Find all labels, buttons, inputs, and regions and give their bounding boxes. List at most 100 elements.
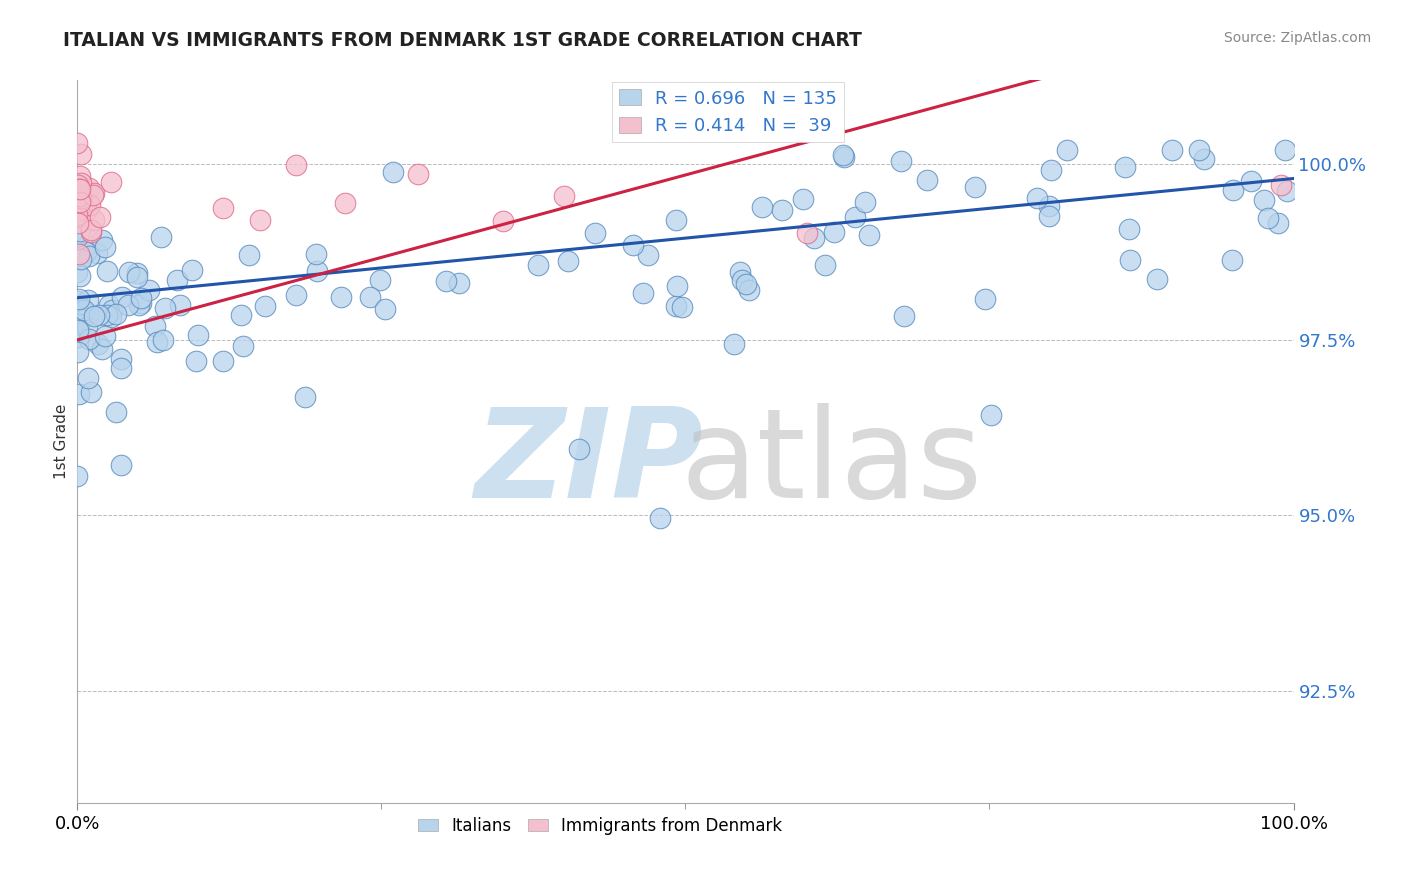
Point: [169, 298, 191, 312]
Point: [650, 511, 672, 525]
Point: [111, 290, 134, 304]
Point: [67, 182, 90, 196]
Point: [66, 293, 89, 308]
Point: [118, 265, 141, 279]
Point: [73, 302, 96, 317]
Point: [492, 214, 515, 228]
Point: [730, 273, 752, 287]
Point: [66, 469, 89, 483]
Point: [69, 268, 91, 283]
Point: [70, 176, 93, 190]
Point: [105, 404, 128, 418]
Point: [77, 249, 100, 263]
Point: [184, 354, 207, 368]
Point: [1220, 253, 1243, 268]
Point: [125, 267, 148, 281]
Point: [665, 213, 688, 227]
Point: [129, 291, 152, 305]
Point: [100, 175, 122, 189]
Point: [893, 309, 915, 323]
Point: [83, 186, 105, 200]
Y-axis label: 1st Grade: 1st Grade: [53, 404, 69, 479]
Point: [67, 186, 90, 201]
Point: [823, 225, 845, 239]
Point: [146, 334, 169, 349]
Point: [526, 258, 548, 272]
Point: [67, 318, 90, 332]
Point: [129, 296, 152, 310]
Point: [803, 230, 825, 244]
Point: [76, 202, 98, 217]
Point: [285, 158, 308, 172]
Point: [91, 233, 114, 247]
Point: [253, 299, 276, 313]
Point: [980, 408, 1002, 422]
Point: [1257, 211, 1279, 225]
Point: [333, 196, 356, 211]
Point: [557, 254, 579, 268]
Text: atlas: atlas: [681, 402, 983, 524]
Point: [70, 147, 93, 161]
Point: [69, 224, 91, 238]
Point: [728, 265, 751, 279]
Point: [77, 332, 100, 346]
Point: [152, 333, 174, 347]
Point: [858, 228, 880, 243]
Point: [1267, 216, 1289, 230]
Point: [79, 181, 101, 195]
Point: [1275, 184, 1298, 198]
Point: [1192, 152, 1215, 166]
Point: [76, 293, 98, 308]
Point: [66, 321, 89, 335]
Point: [67, 202, 90, 217]
Text: ZIP: ZIP: [474, 402, 703, 524]
Point: [67, 247, 90, 261]
Point: [76, 307, 98, 321]
Point: [83, 309, 105, 323]
Point: [110, 458, 132, 472]
Point: [637, 248, 659, 262]
Point: [621, 238, 644, 252]
Point: [96, 308, 118, 322]
Point: [67, 387, 90, 401]
Point: [94, 328, 117, 343]
Text: Source: ZipAtlas.com: Source: ZipAtlas.com: [1223, 31, 1371, 45]
Point: [583, 227, 606, 241]
Point: [67, 202, 90, 216]
Point: [75, 204, 97, 219]
Point: [1039, 163, 1062, 178]
Point: [67, 216, 90, 230]
Point: [792, 193, 814, 207]
Point: [1038, 209, 1060, 223]
Point: [67, 313, 90, 327]
Point: [87, 308, 110, 322]
Point: [80, 226, 103, 240]
Point: [1026, 191, 1049, 205]
Point: [734, 277, 756, 292]
Point: [143, 318, 166, 333]
Point: [671, 300, 693, 314]
Point: [1188, 144, 1211, 158]
Point: [631, 286, 654, 301]
Point: [77, 371, 100, 385]
Point: [67, 189, 90, 203]
Point: [249, 213, 271, 227]
Point: [69, 169, 91, 184]
Point: [666, 279, 689, 293]
Point: [79, 198, 101, 212]
Point: [66, 136, 89, 151]
Point: [382, 165, 405, 179]
Point: [86, 246, 108, 260]
Point: [70, 252, 93, 267]
Point: [89, 211, 111, 225]
Point: [723, 337, 745, 351]
Point: [100, 310, 122, 325]
Point: [1056, 144, 1078, 158]
Point: [212, 201, 235, 215]
Point: [90, 342, 112, 356]
Point: [307, 263, 329, 277]
Point: [76, 320, 98, 334]
Point: [212, 353, 235, 368]
Point: [87, 337, 110, 351]
Point: [105, 307, 128, 321]
